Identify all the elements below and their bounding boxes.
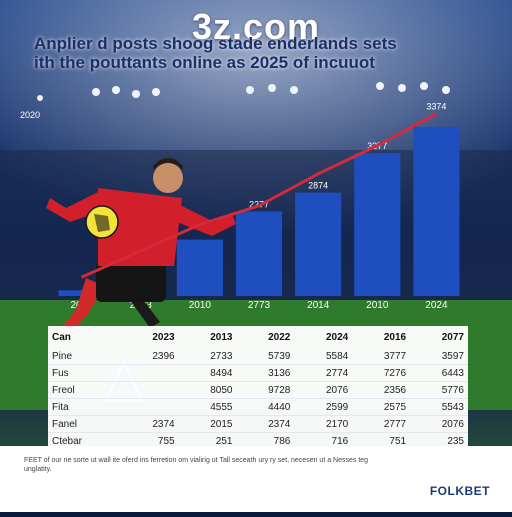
table-cell: 2076 xyxy=(410,415,468,433)
table-cell: Pine xyxy=(52,350,73,362)
table-cell: 2396 xyxy=(152,350,175,362)
bar xyxy=(295,192,342,296)
bar-value-label: 2874 xyxy=(308,181,328,191)
player-illustration xyxy=(46,158,236,336)
table-row: Pine 2396 2733 5739 5584 3777 3597 xyxy=(48,348,468,365)
table-row: Fita 4555 4440 2599 2575 5543 xyxy=(48,398,468,416)
table-cell: 5584 xyxy=(325,350,349,362)
table-cell: 786 xyxy=(236,432,295,449)
bar xyxy=(354,153,401,296)
table-header-row: Can 2023 2013 2022 2024 2016 2077 xyxy=(48,326,468,348)
table-cell: 8050 xyxy=(178,381,237,399)
headline-line-1: Anplier d posts shoog stade enderlands s… xyxy=(34,34,397,53)
category-label: 2010 xyxy=(366,300,389,311)
table-header-cell: 2013 xyxy=(210,331,233,343)
brand-logo-text: FOLKBET xyxy=(429,484,490,498)
data-table: Can 2023 2013 2022 2024 2016 2077 Pine 2… xyxy=(48,326,468,449)
table-row: Ctebar 755 251 786 716 751 235 xyxy=(48,432,468,449)
stadium-lights xyxy=(37,82,450,101)
footer: FEET of our ne sorte ut wall ite oferd i… xyxy=(0,446,512,512)
table-cell: 2076 xyxy=(294,381,353,399)
table-cell: 7276 xyxy=(352,364,411,382)
table-cell: 9728 xyxy=(236,381,295,399)
y-tick-label: 2020 xyxy=(20,110,40,120)
table-cell: Fanel xyxy=(48,415,121,433)
table-header-cell: 2022 xyxy=(268,331,291,343)
footnote-text: FEET of our ne sorte ut wall ite oferd i… xyxy=(24,457,369,473)
bar xyxy=(413,126,460,296)
table-cell xyxy=(120,381,179,399)
table-cell: 6443 xyxy=(410,364,468,382)
line-value-label: 3374 xyxy=(426,102,446,112)
headline-line-2: ith the pouttants online as 2025 of incu… xyxy=(34,53,375,72)
table-cell: 3597 xyxy=(441,350,464,362)
table-header-cell: 2023 xyxy=(152,331,175,343)
table-header-cell: 2024 xyxy=(325,331,349,343)
table-cell: 2374 xyxy=(236,415,295,433)
table-cell: 716 xyxy=(294,432,353,449)
table-header-cell: Can xyxy=(52,331,71,343)
table-cell: 8494 xyxy=(178,364,237,382)
headline: Anplier d posts shoog stade enderlands s… xyxy=(34,34,474,72)
table-cell: 4440 xyxy=(236,398,295,416)
table-cell: 3777 xyxy=(383,350,407,362)
watermark-text: 3z.com xyxy=(191,6,321,47)
table-cell: 2777 xyxy=(352,415,411,433)
table-cell: 2356 xyxy=(352,381,411,399)
table-cell: 5739 xyxy=(268,350,291,362)
table-cell: Fus xyxy=(48,364,121,382)
trend-line xyxy=(80,112,438,279)
category-label: 2773 xyxy=(248,300,271,311)
table-cell: 2575 xyxy=(352,398,411,416)
table-cell: 2015 xyxy=(178,415,237,433)
table-cell: 2774 xyxy=(294,364,353,382)
table-cell: 3136 xyxy=(236,364,295,382)
table-header-cell: 2016 xyxy=(383,331,407,343)
table-cell: Freol xyxy=(48,381,121,399)
table-cell xyxy=(120,364,179,382)
table-cell: 5776 xyxy=(410,381,468,399)
table-header-cell: 2077 xyxy=(441,331,464,343)
line-value-labels: 3374 xyxy=(426,102,446,112)
table-cell: 5543 xyxy=(410,398,468,416)
bar-series xyxy=(58,126,460,296)
category-label: 2024 xyxy=(425,300,448,311)
table-cell: 751 xyxy=(352,432,411,449)
table-cell xyxy=(120,398,179,416)
table-cell: 2170 xyxy=(294,415,353,433)
category-label: 2014 xyxy=(307,300,330,311)
table-cell: Fita xyxy=(48,398,121,416)
table-row: Fus 8494 3136 2774 7276 6443 xyxy=(48,364,468,382)
y-tick-labels: 2020 xyxy=(20,110,40,120)
table-cell: 2599 xyxy=(294,398,353,416)
table-cell: Ctebar xyxy=(48,432,121,449)
table-row: Fanel 2374 2015 2374 2170 2777 2076 xyxy=(48,415,468,433)
category-label: 2010 xyxy=(189,300,212,311)
table-row: Freol 8050 9728 2076 2356 5776 xyxy=(48,381,468,399)
table-cell: 4555 xyxy=(178,398,237,416)
table-cell: 251 xyxy=(178,432,237,449)
bar xyxy=(235,211,283,296)
table-cell: 235 xyxy=(410,432,468,449)
table-cell: 2374 xyxy=(120,415,179,433)
table-cell: 2733 xyxy=(210,350,233,362)
bar xyxy=(176,239,223,296)
table-cell: 755 xyxy=(120,432,179,449)
